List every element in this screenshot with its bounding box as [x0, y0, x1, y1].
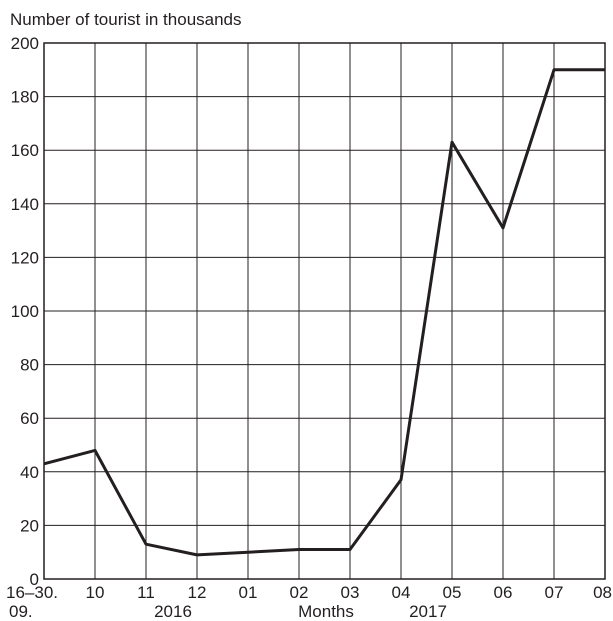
plot-frame [43, 42, 606, 580]
x-tick-label: 02 [290, 583, 309, 602]
series-line [43, 68, 605, 557]
y-tick-label: 0 [30, 570, 39, 589]
year-label-2017: 2017 [409, 602, 447, 621]
y-tick-labels: 0 20 40 60 80 100 120 140 160 180 200 [11, 34, 39, 589]
y-tick-label: 40 [20, 463, 39, 482]
y-tick-label: 180 [11, 88, 39, 107]
x-tick-label: 07 [545, 583, 564, 602]
y-tick-label: 20 [20, 516, 39, 535]
x-tick-label: 10 [86, 583, 105, 602]
x-tick-label: 05 [443, 583, 462, 602]
year-label-2016: 2016 [154, 602, 192, 621]
x-tick-label: 12 [188, 583, 207, 602]
y-tick-label: 80 [20, 356, 39, 375]
x-tick-label: 01 [239, 583, 258, 602]
y-tick-label: 60 [20, 409, 39, 428]
x-tick-label: 08 [593, 583, 612, 602]
grid [43, 42, 606, 580]
x-tick-label-sub: 09. [9, 602, 33, 621]
x-tick-label: 11 [137, 583, 155, 602]
y-axis-label: Number of tourist in thousands [10, 10, 242, 29]
x-tick-label: 06 [494, 583, 513, 602]
y-tick-label: 120 [11, 248, 39, 267]
x-tick-label: 03 [341, 583, 360, 602]
y-tick-label: 200 [11, 34, 39, 53]
x-tick-labels: 16–30.09. 10 11 12 01 02 03 04 05 06 07 08 [6, 583, 612, 621]
y-tick-label: 160 [11, 141, 39, 160]
x-axis-label: Months [298, 602, 354, 621]
y-tick-label: 100 [11, 302, 39, 321]
x-tick-label: 04 [392, 583, 411, 602]
x-tick-label: 16–30. [6, 583, 58, 602]
y-tick-label: 140 [11, 195, 39, 214]
